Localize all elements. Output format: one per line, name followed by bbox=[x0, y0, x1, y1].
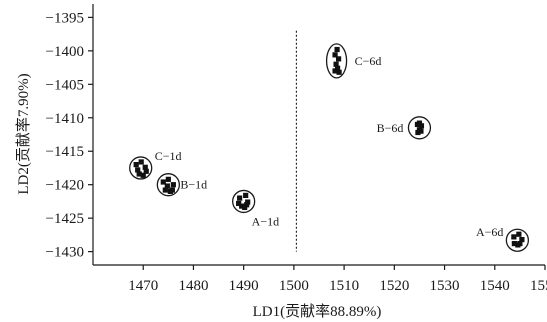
cluster-b-1d: B−1d bbox=[156, 173, 207, 197]
data-point bbox=[245, 199, 251, 205]
data-point bbox=[332, 68, 338, 74]
cluster-c-6d: C−6d bbox=[325, 43, 382, 79]
x-axis-title: LD1(贡献率88.89%) bbox=[253, 303, 382, 320]
x-tick-label: 1520 bbox=[379, 278, 409, 294]
cluster-a-1d: A−1d bbox=[232, 189, 279, 228]
cluster-ellipse bbox=[407, 116, 432, 140]
y-tick-label: −1405 bbox=[46, 77, 84, 93]
data-point bbox=[140, 172, 146, 178]
data-point bbox=[516, 231, 522, 237]
data-point bbox=[243, 192, 249, 198]
x-tick-label: 1510 bbox=[329, 278, 359, 294]
y-tick-label: −1400 bbox=[46, 44, 84, 60]
data-point bbox=[244, 202, 250, 208]
data-point bbox=[143, 168, 149, 174]
cluster-label: B−1d bbox=[180, 178, 207, 192]
data-point bbox=[135, 167, 141, 173]
data-point bbox=[418, 128, 424, 134]
data-point bbox=[164, 183, 170, 189]
data-point bbox=[165, 176, 171, 182]
data-point bbox=[511, 234, 517, 240]
y-tick-label: −1425 bbox=[46, 211, 84, 227]
data-point bbox=[170, 182, 176, 188]
x-tick-label: 1530 bbox=[430, 278, 460, 294]
data-point bbox=[415, 129, 421, 136]
cluster-ellipse bbox=[232, 189, 256, 214]
cluster-label: C−1d bbox=[155, 149, 182, 163]
chart-axes: 1470 1480 1490 1500 1510 1520 1530 1540 1550 −139… bbox=[46, 4, 547, 294]
data-point bbox=[160, 179, 166, 185]
data-point bbox=[519, 236, 525, 243]
y-tick-label: −1395 bbox=[46, 10, 84, 26]
x-tick-label: 1470 bbox=[128, 278, 158, 294]
x-tick-label: 1490 bbox=[229, 278, 259, 294]
y-tick-label: −1410 bbox=[46, 111, 84, 127]
data-point bbox=[511, 240, 517, 247]
data-point bbox=[138, 159, 144, 165]
x-tick-label: 1540 bbox=[480, 278, 510, 294]
data-point bbox=[336, 69, 342, 75]
data-point bbox=[418, 123, 425, 129]
data-point bbox=[334, 46, 340, 53]
data-point bbox=[242, 204, 248, 211]
data-point bbox=[517, 240, 523, 247]
data-point bbox=[162, 187, 168, 193]
data-point bbox=[335, 56, 342, 62]
cluster-label: B−6d bbox=[377, 121, 404, 135]
data-point bbox=[239, 203, 245, 209]
cluster-ellipse bbox=[129, 156, 153, 180]
x-tick-label: 1550 bbox=[530, 278, 547, 294]
data-point bbox=[333, 61, 339, 67]
cluster-label: A−1d bbox=[252, 214, 279, 228]
cluster-label: A−6d bbox=[476, 225, 503, 239]
y-tick-label: −1415 bbox=[46, 144, 84, 160]
x-tick-label: 1480 bbox=[178, 278, 208, 294]
cluster-ellipse bbox=[325, 43, 348, 79]
data-point bbox=[416, 120, 423, 126]
data-point bbox=[142, 164, 148, 170]
data-point bbox=[133, 162, 139, 168]
cluster-c-1d: C−1d bbox=[129, 149, 182, 180]
cluster-a-6d: A−6d bbox=[476, 225, 530, 252]
groups-layer: C−1d B−1d A−1d C−6d B−6d A−6d bbox=[129, 43, 530, 252]
data-point bbox=[237, 195, 243, 201]
y-axis-title: LD2(贡献率7.90%) bbox=[15, 73, 32, 194]
cluster-ellipse bbox=[156, 173, 180, 197]
data-point bbox=[236, 200, 242, 207]
cluster-ellipse bbox=[505, 228, 530, 252]
data-point bbox=[136, 171, 142, 177]
cluster-b-6d: B−6d bbox=[377, 116, 432, 140]
y-tick-label: −1430 bbox=[46, 245, 84, 261]
data-point bbox=[332, 52, 338, 58]
x-tick-label: 1500 bbox=[279, 278, 309, 294]
cluster-label: C−6d bbox=[355, 54, 382, 68]
data-point bbox=[169, 187, 175, 193]
y-tick-label: −1420 bbox=[46, 178, 84, 194]
data-point bbox=[334, 65, 341, 71]
